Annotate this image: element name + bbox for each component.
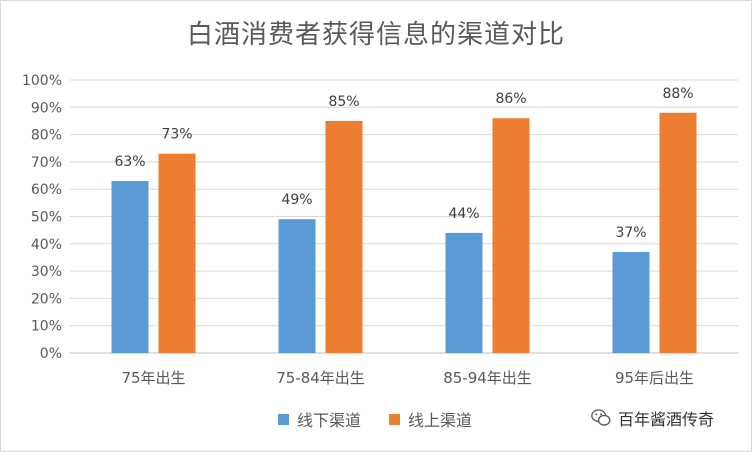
- y-tick-label: 60%: [31, 182, 62, 198]
- legend-item-offline: 线下渠道: [278, 407, 361, 431]
- y-tick-label: 20%: [31, 291, 62, 307]
- legend-swatch-online: [389, 413, 401, 425]
- chart-title: 白酒消费者获得信息的渠道对比: [186, 20, 565, 50]
- watermark-text: 百年酱酒传奇: [618, 410, 715, 429]
- data-label: 44%: [448, 206, 479, 222]
- legend-item-online: 线上渠道: [389, 407, 472, 431]
- data-label: 73%: [161, 127, 192, 143]
- y-tick-label: 30%: [31, 264, 62, 280]
- y-tick-label: 50%: [31, 210, 62, 226]
- bar-offline: [612, 251, 650, 353]
- y-tick-label: 100%: [22, 73, 62, 89]
- y-tick-label: 10%: [31, 319, 62, 335]
- data-label: 88%: [662, 86, 693, 102]
- bar-online: [158, 153, 196, 353]
- legend: 线下渠道 线上渠道: [278, 407, 472, 431]
- bar-offline: [111, 181, 149, 353]
- watermark: 百年酱酒传奇: [590, 406, 714, 430]
- bar-offline: [445, 232, 483, 353]
- y-tick-label: 0%: [40, 346, 62, 362]
- y-tick-label: 80%: [31, 128, 62, 144]
- x-tick-label: 75-84年出生: [276, 369, 365, 387]
- legend-label-offline: 线下渠道: [297, 411, 362, 430]
- legend-label-online: 线上渠道: [408, 411, 473, 430]
- y-tick-label: 70%: [31, 155, 62, 171]
- bar-online: [325, 120, 363, 353]
- legend-swatch-offline: [278, 413, 289, 425]
- y-tick-label: 40%: [31, 237, 62, 253]
- bar-online: [492, 118, 530, 353]
- bar-online: [659, 112, 697, 353]
- data-label: 37%: [615, 225, 646, 241]
- data-label: 86%: [495, 91, 526, 107]
- y-tick-label: 90%: [31, 100, 62, 116]
- data-label: 49%: [281, 192, 312, 208]
- bar-offline: [278, 219, 316, 353]
- x-tick-label: 75年出生: [121, 369, 185, 387]
- x-tick-label: 85-94年出生: [443, 369, 532, 387]
- wechat-icon: [591, 409, 611, 426]
- data-label: 63%: [114, 154, 145, 170]
- data-label: 85%: [328, 94, 359, 110]
- x-tick-label: 95年后出生: [615, 369, 694, 387]
